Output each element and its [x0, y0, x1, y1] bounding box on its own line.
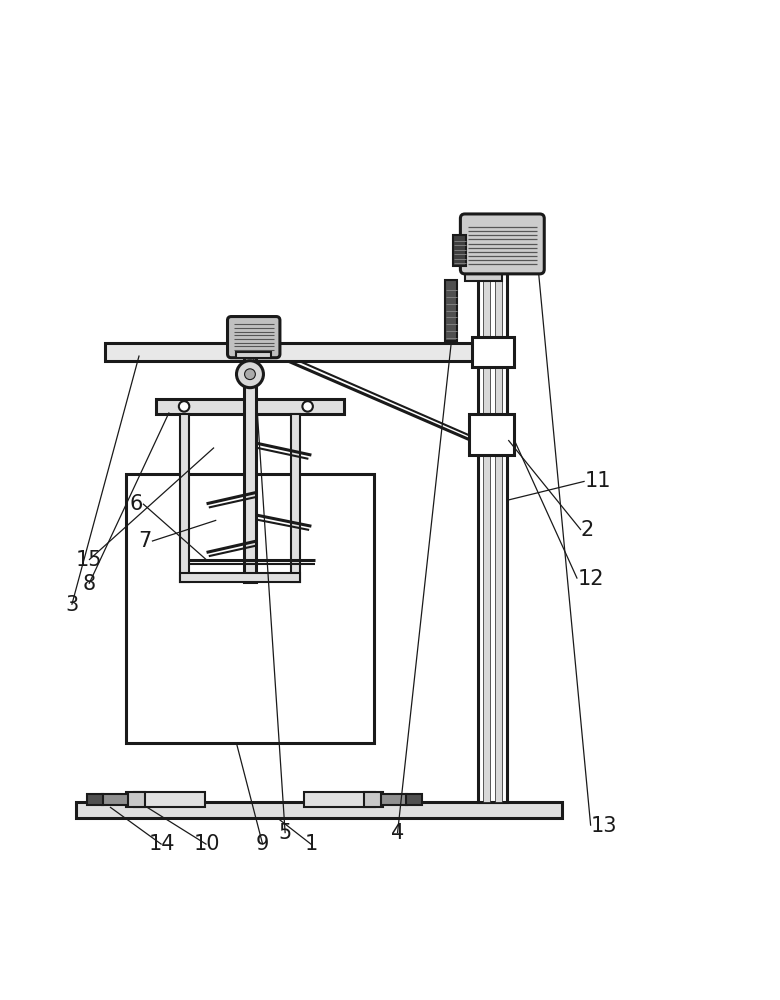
Bar	[244, 361, 256, 582]
Text: 10: 10	[193, 834, 220, 854]
Text: 8: 8	[83, 574, 95, 594]
Bar	[304, 792, 375, 807]
Text: 5: 5	[278, 823, 292, 843]
Bar	[453, 235, 466, 266]
Bar	[87, 794, 103, 805]
Bar	[381, 794, 407, 805]
Text: 11: 11	[585, 471, 612, 491]
Text: 12: 12	[577, 569, 604, 589]
Bar	[126, 474, 374, 743]
Bar	[478, 263, 507, 802]
Circle shape	[303, 401, 313, 412]
Text: 4: 4	[391, 823, 404, 843]
Bar	[236, 352, 271, 358]
Bar	[483, 263, 491, 802]
Bar	[363, 792, 382, 807]
Text: 6: 6	[129, 494, 143, 514]
Text: 7: 7	[139, 531, 152, 551]
Bar	[473, 337, 513, 367]
Bar	[156, 399, 343, 414]
Bar	[470, 414, 514, 455]
Circle shape	[179, 401, 190, 412]
Text: 14: 14	[148, 834, 175, 854]
Bar	[495, 263, 502, 802]
Bar	[291, 414, 300, 582]
Text: 2: 2	[581, 520, 594, 540]
Bar	[180, 414, 190, 582]
Text: 3: 3	[66, 595, 78, 615]
Bar	[180, 573, 300, 582]
Bar	[465, 269, 502, 281]
Circle shape	[245, 369, 255, 380]
Text: 1: 1	[305, 834, 318, 854]
Text: 15: 15	[76, 550, 102, 570]
Bar	[244, 339, 256, 361]
Bar	[134, 792, 205, 807]
Bar	[76, 802, 562, 818]
Text: 9: 9	[256, 834, 269, 854]
Bar	[126, 792, 145, 807]
Circle shape	[236, 361, 264, 388]
Bar	[445, 280, 457, 341]
FancyBboxPatch shape	[228, 317, 280, 358]
Bar	[406, 794, 422, 805]
Bar	[101, 794, 128, 805]
FancyBboxPatch shape	[460, 214, 544, 274]
Bar	[105, 343, 480, 361]
Text: 13: 13	[590, 816, 617, 836]
